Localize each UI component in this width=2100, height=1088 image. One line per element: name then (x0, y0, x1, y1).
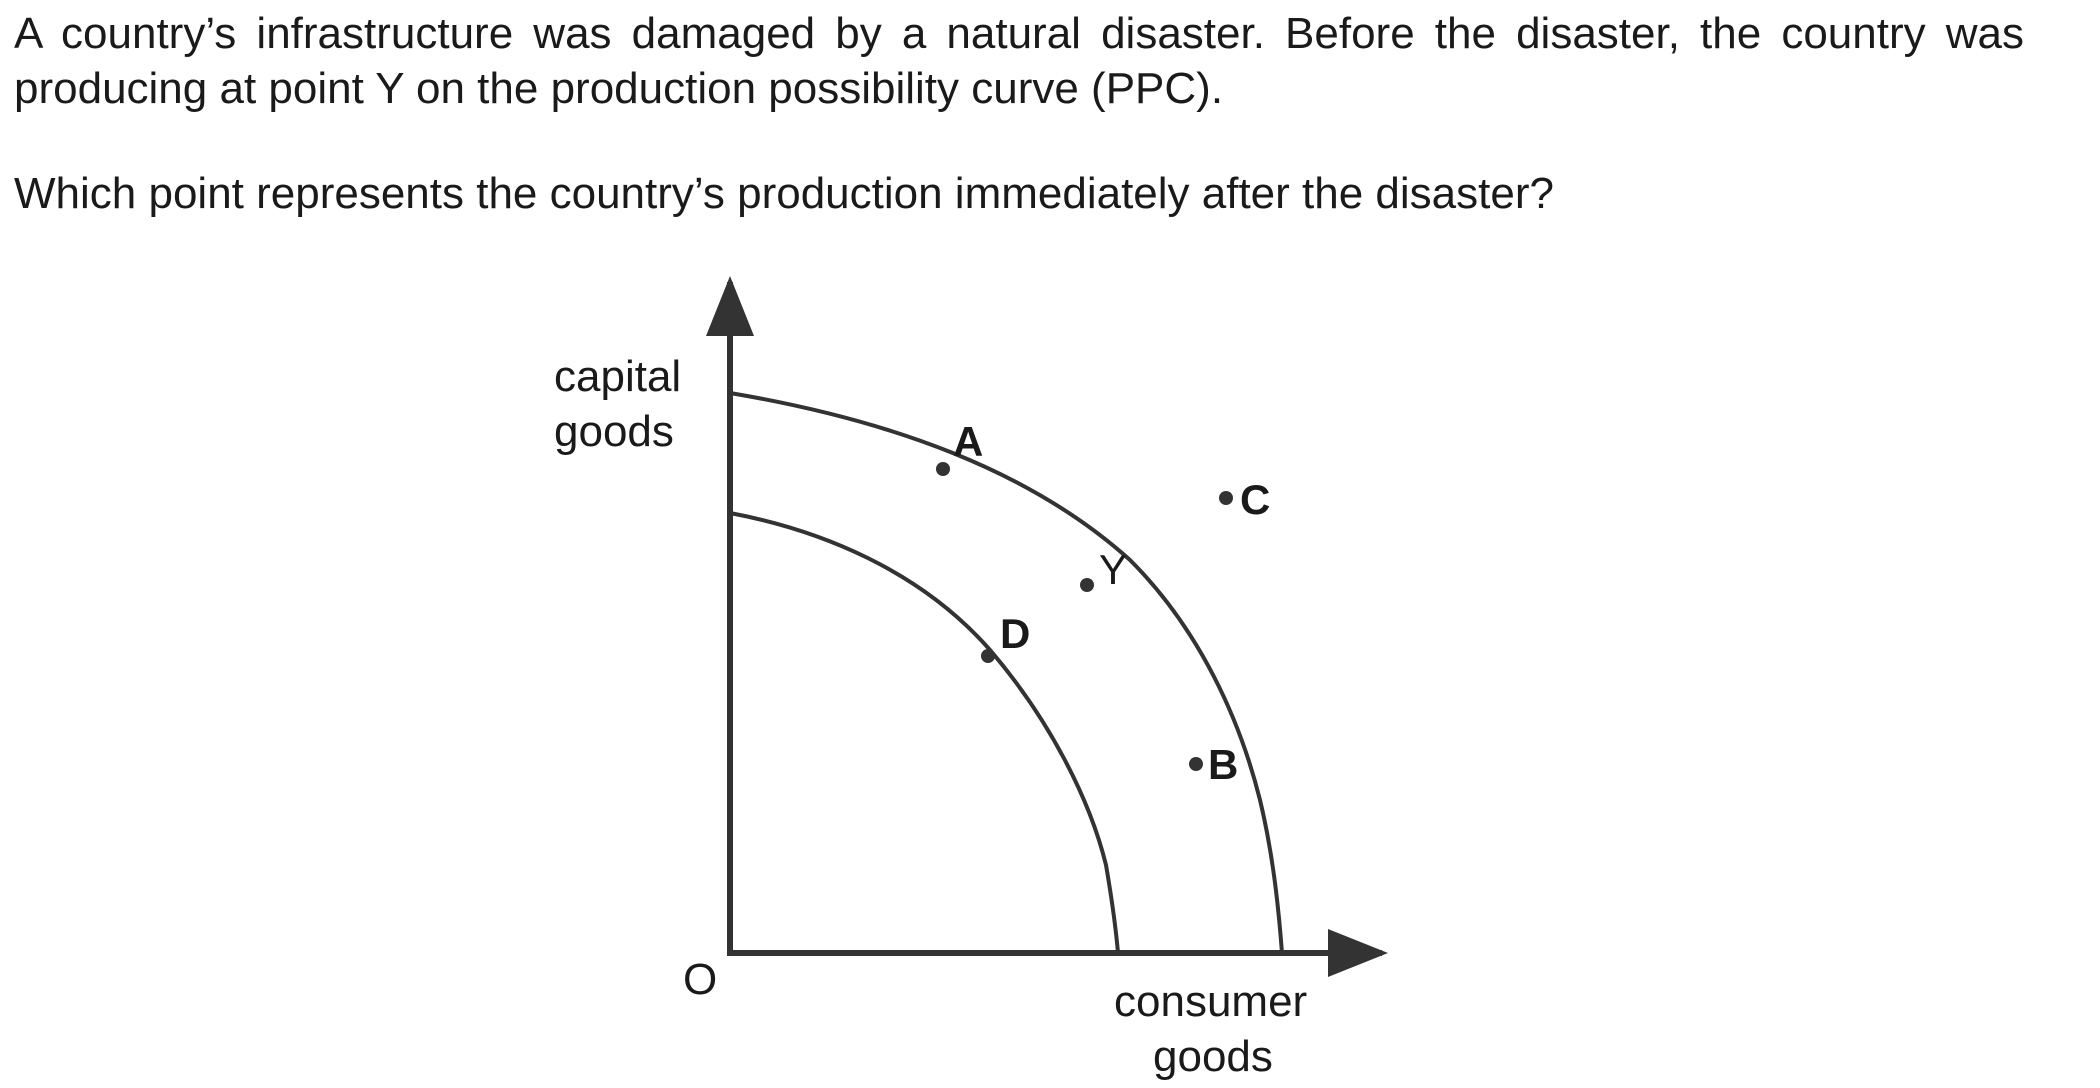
point-a-label: A (953, 418, 983, 465)
point-b-label: B (1208, 741, 1238, 788)
question-text: A country’s infrastructure was damaged b… (14, 6, 2024, 221)
y-axis-label-line1: capital (554, 352, 681, 401)
point-d-label: D (1000, 610, 1030, 657)
y-axis-label-line2: goods (554, 407, 674, 456)
point-a-marker (936, 462, 950, 476)
x-axis-label-line2: goods (1153, 1032, 1273, 1081)
inner-ppc-curve (729, 511, 1120, 954)
x-axis-label-line1: consumer (1114, 977, 1307, 1026)
outer-ppc-curve (729, 391, 1284, 954)
question-stem: A country’s infrastructure was damaged b… (14, 9, 2024, 113)
point-d-marker (981, 649, 995, 663)
origin-label: O (683, 955, 717, 1004)
point-c-marker (1219, 491, 1233, 505)
point-y-label: Y (1099, 546, 1127, 593)
point-c-label: C (1240, 476, 1270, 523)
point-y-marker (1080, 578, 1094, 592)
question-prompt: Which point represents the country’s pro… (14, 169, 1554, 218)
point-b-marker (1189, 757, 1203, 771)
